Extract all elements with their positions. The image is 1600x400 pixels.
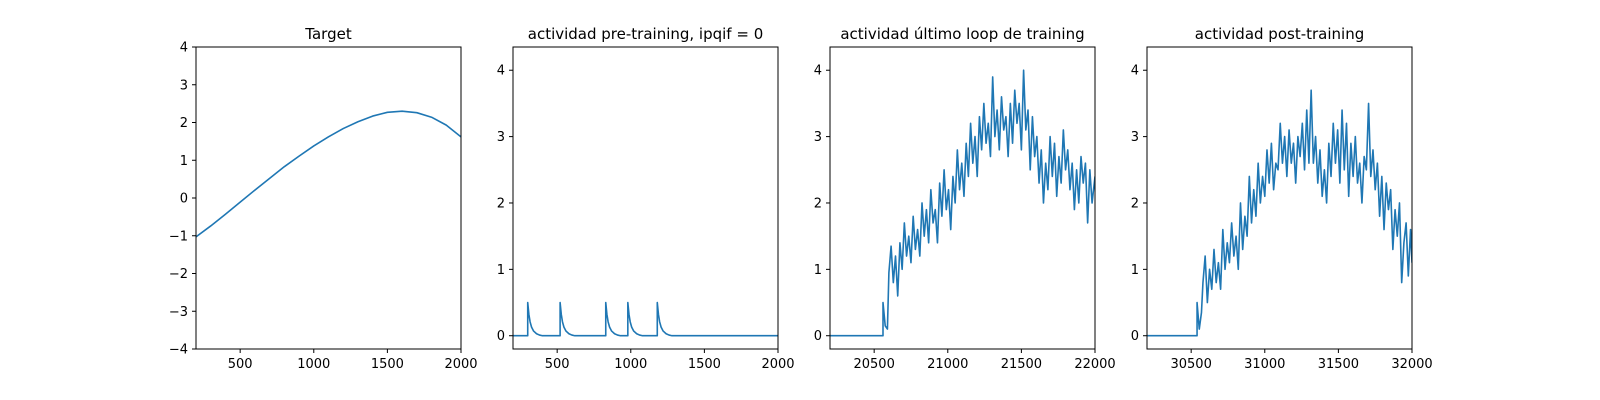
panel-title: actividad último loop de training xyxy=(840,25,1084,43)
y-tick-label: 1 xyxy=(1131,263,1139,278)
panel-pre-training: actividad pre-training, ipqif = 0 500 100… xyxy=(497,25,795,372)
x-tick-label: 22000 xyxy=(1074,357,1115,372)
plot-area: 500 1000 1500 2000 0 1 2 3 4 xyxy=(497,46,795,372)
y-tick-label: 2 xyxy=(1131,196,1139,211)
x-tick-label: 2000 xyxy=(761,357,794,372)
series-line-0 xyxy=(196,110,461,238)
y-tick-label: 3 xyxy=(814,130,822,145)
x-tick-label: 500 xyxy=(545,357,570,372)
panel-title: actividad pre-training, ipqif = 0 xyxy=(528,25,764,43)
y-tick-label: −2 xyxy=(169,267,188,282)
x-tick-label: 31500 xyxy=(1318,357,1359,372)
x-tick-label: 21500 xyxy=(1001,357,1042,372)
y-tick-label: 1 xyxy=(497,263,505,278)
axes-frame xyxy=(195,46,462,350)
y-tick-label: 4 xyxy=(814,64,822,79)
x-tick-label: 30500 xyxy=(1170,357,1211,372)
y-tick-label: 2 xyxy=(180,116,188,131)
axes-frame xyxy=(512,46,779,350)
plot-area: 500 1000 1500 2000 −4 −3 −2 −1 0 1 2 3 4 xyxy=(169,41,478,373)
panel-title: Target xyxy=(304,25,352,43)
y-tick-label: −3 xyxy=(169,305,188,320)
x-tick-label: 1000 xyxy=(614,357,647,372)
series-line-0 xyxy=(830,69,1095,337)
series-line-0 xyxy=(1147,89,1412,337)
plot-area: 30500 31000 31500 32000 0 1 2 3 4 xyxy=(1131,46,1433,372)
x-tick-label: 32000 xyxy=(1391,357,1432,372)
y-tick-label: 3 xyxy=(180,78,188,93)
y-tick-label: 0 xyxy=(180,192,188,207)
series-line-0 xyxy=(513,301,778,337)
y-tick-label: 4 xyxy=(180,41,188,56)
x-tick-label: 500 xyxy=(228,357,253,372)
panel-target: Target 500 1000 1500 2000 −4 −3 −2 −1 0 1 2 3 4 xyxy=(169,25,478,372)
y-tick-label: 3 xyxy=(497,130,505,145)
x-tick-label: 1500 xyxy=(371,357,404,372)
x-tick-label: 1500 xyxy=(688,357,721,372)
y-tick-label: 4 xyxy=(497,64,505,79)
y-tick-label: 1 xyxy=(180,154,188,169)
y-tick-label: 0 xyxy=(814,329,822,344)
y-tick-label: 4 xyxy=(1131,64,1139,79)
panel-post-training: actividad post-training 30500 31000 31500 3… xyxy=(1131,25,1433,372)
y-tick-label: −4 xyxy=(169,343,188,358)
y-tick-label: 0 xyxy=(497,329,505,344)
y-tick-label: 2 xyxy=(814,196,822,211)
y-tick-label: −1 xyxy=(169,229,188,244)
x-tick-label: 21000 xyxy=(927,357,968,372)
x-tick-label: 2000 xyxy=(444,357,477,372)
x-tick-label: 1000 xyxy=(297,357,330,372)
x-tick-label: 31000 xyxy=(1244,357,1285,372)
panel-last-training-loop: actividad último loop de training 20500 2… xyxy=(814,25,1116,372)
y-tick-label: 2 xyxy=(497,196,505,211)
y-tick-label: 0 xyxy=(1131,329,1139,344)
axes-frame xyxy=(1146,46,1413,350)
axes-frame xyxy=(829,46,1096,350)
x-tick-label: 20500 xyxy=(853,357,894,372)
plot-area: 20500 21000 21500 22000 0 1 2 3 4 xyxy=(814,46,1116,372)
y-tick-label: 1 xyxy=(814,263,822,278)
y-tick-label: 3 xyxy=(1131,130,1139,145)
panel-title: actividad post-training xyxy=(1195,25,1364,43)
